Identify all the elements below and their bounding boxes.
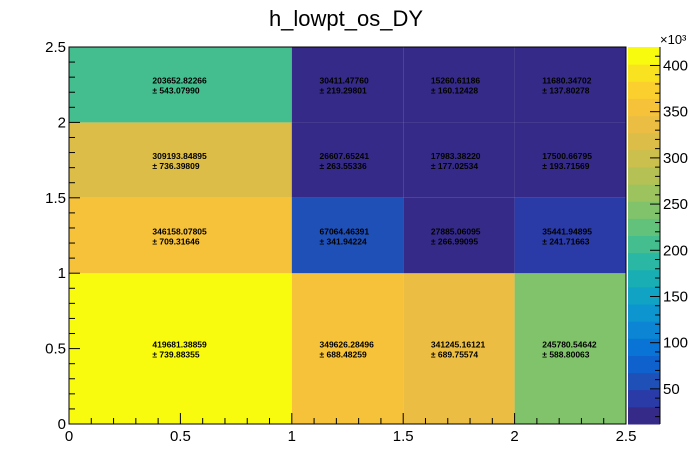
colorbar-swatch — [628, 218, 660, 236]
y-tick-label: 0.5 — [45, 341, 66, 358]
cell-error-label: ± 193.71569 — [542, 161, 589, 171]
colorbar-swatch — [628, 235, 660, 254]
cell-error-label: ± 588.80063 — [542, 350, 589, 360]
colorbar-swatch — [628, 184, 660, 202]
cell-value-label: 17983.38220 — [431, 151, 481, 161]
cell-value-label: 245780.54642 — [542, 340, 597, 350]
colorbar-swatch — [628, 389, 660, 408]
y-tick-label: 2 — [58, 114, 66, 131]
colorbar-tick-label: 250 — [663, 196, 688, 213]
colorbar-tick-label: 350 — [663, 104, 688, 121]
cell-value-label: 17500.66795 — [542, 151, 592, 161]
y-tick-label: 0 — [58, 416, 66, 433]
cell-value-label: 346158.07805 — [152, 227, 207, 237]
colorbar-swatch — [628, 115, 660, 134]
cells-layer — [69, 47, 626, 424]
heatmap-cell — [514, 197, 626, 274]
cell-error-label: ± 709.31646 — [152, 237, 199, 247]
colorbar-tick-label: 200 — [663, 242, 688, 259]
cell-error-label: ± 341.94224 — [320, 237, 367, 247]
x-tick-label: 0 — [65, 428, 73, 445]
cell-error-label: ± 736.39809 — [152, 161, 199, 171]
x-tick-label: 2 — [510, 428, 518, 445]
x-tick-label: 1 — [288, 428, 296, 445]
cell-labels-layer: 419681.38859± 739.88355 349626.28496± 688… — [152, 76, 597, 360]
heatmap-cell — [69, 197, 292, 274]
heatmap-cell — [291, 273, 404, 424]
colorbar-swatch — [628, 166, 660, 185]
heatmap-cell — [291, 122, 404, 198]
colorbar-tick-label: 400 — [663, 57, 688, 74]
y-tick-label: 1 — [58, 265, 66, 282]
colorbar-tick-label: 150 — [663, 288, 688, 305]
cell-value-label: 26607.65241 — [320, 151, 370, 161]
colorbar-swatch — [628, 406, 660, 425]
colorbar-swatch — [628, 372, 660, 391]
cell-value-label: 203652.82266 — [152, 76, 207, 86]
cell-error-label: ± 689.75574 — [431, 350, 478, 360]
cell-value-label: 27885.06095 — [431, 227, 481, 237]
cell-value-label: 30411.47760 — [320, 76, 369, 86]
heatmap-cell — [69, 273, 292, 424]
heatmap-cell — [403, 47, 515, 123]
cell-value-label: 309193.84895 — [152, 151, 207, 161]
x-tick-label: 0.5 — [170, 428, 191, 445]
heatmap-cell — [291, 197, 404, 274]
cell-error-label: ± 219.29801 — [320, 86, 367, 96]
colorbar-swatch — [628, 149, 660, 168]
axes-layer: 0 0.5 1 1.5 2 2.5 0 0.5 1 1.5 2 2.5 — [45, 39, 636, 445]
y-tick-label: 2.5 — [45, 39, 66, 56]
cell-error-label: ± 177.02534 — [431, 161, 478, 171]
colorbar: 50 100 150 200 250 300 350 400 ×10³ — [628, 32, 688, 425]
heatmap-cell — [291, 47, 404, 123]
x-tick-label: 2.5 — [616, 428, 637, 445]
colorbar-swatch — [628, 321, 660, 339]
colorbar-swatch — [628, 81, 660, 99]
cell-value-label: 419681.38859 — [152, 340, 207, 350]
colorbar-swatch — [628, 98, 660, 117]
colorbar-swatch — [628, 355, 660, 374]
colorbar-tick-label: 300 — [663, 150, 688, 167]
cell-error-label: ± 160.12428 — [431, 86, 478, 96]
colorbar-tick-label: 100 — [663, 335, 688, 352]
heatmap-cell — [403, 197, 515, 274]
cell-error-label: ± 266.99095 — [431, 237, 478, 247]
heatmap-cell — [69, 122, 292, 198]
colorbar-swatch — [628, 286, 660, 305]
colorbar-swatch — [628, 252, 660, 271]
cell-value-label: 35441.94895 — [542, 227, 592, 237]
cell-error-label: ± 241.71663 — [542, 237, 589, 247]
heatmap-cell — [514, 47, 626, 123]
cell-error-label: ± 137.80278 — [542, 86, 589, 96]
colorbar-swatch — [628, 201, 660, 219]
y-tick-label: 1.5 — [45, 190, 66, 207]
colorbar-tick-label: 50 — [663, 381, 680, 398]
heatmap-cell — [514, 122, 626, 198]
heatmap-cell — [514, 273, 626, 424]
colorbar-exponent-label: ×10³ — [660, 32, 687, 47]
heatmap-cell — [69, 47, 292, 123]
colorbar-swatch — [628, 64, 660, 82]
cell-error-label: ± 543.07990 — [152, 86, 199, 96]
colorbar-swatch — [628, 132, 660, 151]
colorbar-swatch — [628, 269, 660, 288]
chart-title: h_lowpt_os_DY — [269, 6, 423, 31]
cell-value-label: 11680.34702 — [542, 76, 591, 86]
x-tick-label: 1.5 — [393, 428, 414, 445]
cell-value-label: 15260.61186 — [431, 76, 480, 86]
cell-value-label: 349626.28496 — [320, 340, 375, 350]
cell-error-label: ± 263.55336 — [320, 161, 367, 171]
cell-error-label: ± 688.48259 — [320, 350, 367, 360]
colorbar-swatch — [628, 47, 660, 65]
colorbar-swatch — [628, 338, 660, 356]
colorbar-swatch — [628, 304, 660, 322]
cell-error-label: ± 739.88355 — [152, 350, 199, 360]
heatmap-cell — [403, 273, 515, 424]
heatmap-cell — [403, 122, 515, 198]
cell-value-label: 67064.46391 — [320, 227, 370, 237]
cell-value-label: 341245.16121 — [431, 340, 486, 350]
plot-frame — [68, 46, 627, 425]
